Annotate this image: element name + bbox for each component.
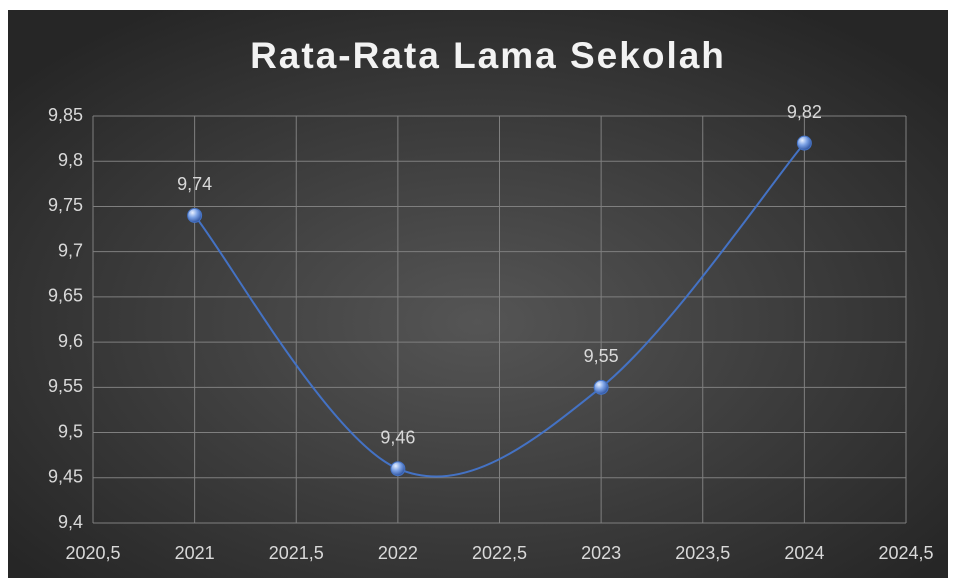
data-label: 9,55 (584, 346, 619, 366)
data-point (187, 207, 203, 223)
x-tick-label: 2022,5 (472, 543, 527, 563)
chart-title: Rata-Rata Lama Sekolah (250, 35, 726, 76)
series-line (193, 142, 806, 478)
x-tick-label: 2020,5 (65, 543, 120, 563)
data-point (390, 461, 406, 477)
data-point (796, 135, 812, 151)
x-tick-label: 2023,5 (675, 543, 730, 563)
x-tick-label: 2024 (784, 543, 824, 563)
data-label: 9,82 (787, 102, 822, 122)
data-label: 9,74 (177, 174, 212, 194)
y-tick-label: 9,6 (58, 331, 83, 351)
y-tick-label: 9,85 (48, 105, 83, 125)
y-tick-label: 9,55 (48, 376, 83, 396)
y-tick-label: 9,7 (58, 240, 83, 260)
chart-background (8, 10, 948, 578)
y-tick-label: 9,8 (58, 150, 83, 170)
data-point (593, 379, 609, 395)
data-label: 9,46 (380, 427, 415, 447)
x-tick-label: 2024,5 (878, 543, 933, 563)
y-tick-label: 9,45 (48, 467, 83, 487)
y-tick-label: 9,65 (48, 286, 83, 306)
y-tick-label: 9,4 (58, 512, 83, 532)
x-tick-label: 2021 (175, 543, 215, 563)
y-tick-label: 9,5 (58, 421, 83, 441)
y-tick-label: 9,75 (48, 195, 83, 215)
x-tick-label: 2021,5 (269, 543, 324, 563)
x-tick-label: 2022 (378, 543, 418, 563)
x-tick-label: 2023 (581, 543, 621, 563)
